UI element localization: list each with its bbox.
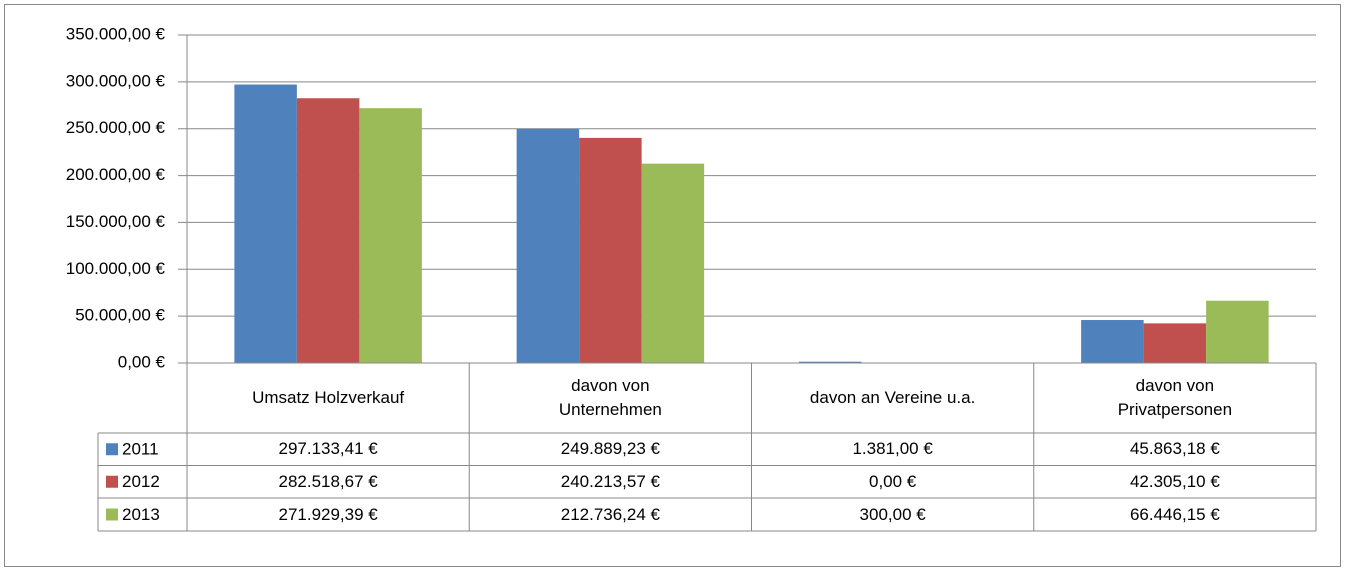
x-tick-label: davon an Vereine u.a. <box>809 388 976 407</box>
y-tick-label: 300.000,00 € <box>66 71 166 90</box>
table-value: 300,00 € <box>859 504 926 524</box>
table-value: 297.133,41 € <box>278 439 378 459</box>
y-tick-label: 0,00 € <box>118 352 166 371</box>
table-value: 45.863,18 € <box>1129 439 1220 459</box>
y-tick-label: 50.000,00 € <box>75 306 165 325</box>
y-tick-label: 100.000,00 € <box>66 259 166 278</box>
table-value: 240.213,57 € <box>560 471 660 491</box>
y-tick-label: 150.000,00 € <box>66 212 166 231</box>
bar <box>1143 323 1207 363</box>
x-tick-label: davon von Unternehmen <box>558 376 662 419</box>
bar <box>1206 300 1269 363</box>
legend-label: 2011 <box>122 440 159 459</box>
x-tick-label: davon von Privatpersonen <box>1117 376 1233 419</box>
table-value: 42.305,10 € <box>1129 471 1220 491</box>
table-value: 212.736,24 € <box>560 504 660 524</box>
y-tick-label: 200.000,00 € <box>66 165 166 184</box>
table-value: 0,00 € <box>868 471 917 491</box>
bar <box>234 84 297 363</box>
table-value: 282.518,67 € <box>278 471 378 491</box>
y-tick-label: 250.000,00 € <box>66 118 166 137</box>
bar <box>359 108 422 363</box>
table-value: 1.381,00 € <box>852 439 933 459</box>
bar <box>798 361 862 363</box>
bar <box>1081 320 1144 363</box>
chart-frame <box>4 4 1341 567</box>
legend-swatch <box>106 508 118 521</box>
legend-label: 2012 <box>122 472 160 491</box>
y-tick-label: 350.000,00 € <box>66 24 166 43</box>
table-value: 271.929,39 € <box>278 504 378 524</box>
bar <box>516 128 580 363</box>
x-tick-label: Umsatz Holzverkauf <box>252 388 405 407</box>
bar <box>296 98 360 363</box>
table-value: 66.446,15 € <box>1129 504 1220 524</box>
legend-label: 2013 <box>122 505 160 524</box>
bar <box>641 163 705 363</box>
bar <box>579 137 642 363</box>
legend-swatch <box>106 475 118 488</box>
table-value: 249.889,23 € <box>560 439 660 459</box>
legend-swatch <box>106 443 118 456</box>
